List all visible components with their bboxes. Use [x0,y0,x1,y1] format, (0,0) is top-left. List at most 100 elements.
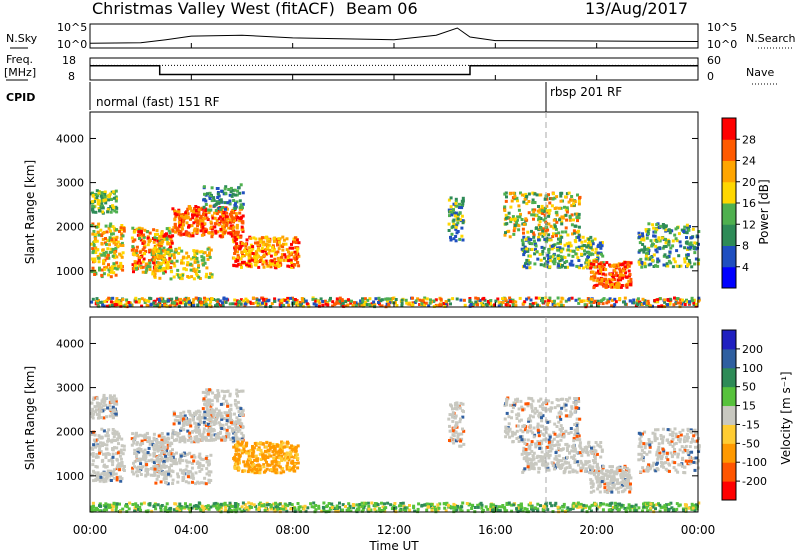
range-cell [183,453,187,457]
range-cell [560,296,564,300]
range-cell [462,298,466,302]
range-cell [133,465,136,469]
range-cell [196,460,200,464]
range-cell [184,213,188,217]
range-cell [671,239,675,243]
range-cell [613,278,617,282]
range-cell [591,239,594,243]
range-cell [95,299,99,303]
range-cell [176,268,180,272]
range-cell [570,259,574,263]
range-cell [158,301,161,304]
range-cell [239,302,243,306]
range-cell [192,453,196,457]
range-cell [240,451,244,455]
range-cell [560,303,564,307]
range-cell [208,204,212,208]
range-cell [269,263,273,266]
range-cell [641,234,645,238]
range-cell [686,253,690,257]
range-cell [236,430,240,434]
range-cell [227,435,231,439]
range-cell [273,265,277,269]
range-cell [105,299,109,303]
range-cell [257,446,261,450]
range-cell [216,300,220,304]
range-cell [112,226,116,230]
range-cell [109,222,113,226]
range-cell [279,444,283,448]
range-cell [207,253,211,257]
range-cell [687,227,691,231]
range-cell [580,252,583,256]
range-cell [547,440,551,444]
range-cell [234,202,237,206]
range-cell [188,431,192,435]
range-cell [234,302,238,306]
range-cell [503,297,507,301]
range-cell [559,300,563,304]
range-cell [166,242,170,246]
colorbar-segment [722,224,736,246]
range-cell [568,214,572,218]
range-cell [97,409,101,413]
range-cell [279,471,283,475]
range-cell [456,213,460,217]
range-cell [202,430,206,434]
range-cell [558,415,562,419]
range-cell [154,465,158,469]
range-cell [235,388,239,392]
range-cell [200,467,204,471]
range-cell [104,479,108,483]
range-cell [153,236,157,240]
range-cell [181,469,185,473]
range-cell [695,302,699,306]
range-cell [429,298,432,302]
range-cell [181,256,185,260]
range-cell [432,299,436,303]
range-cell [449,235,452,239]
range-cell [274,471,278,475]
range-cell [600,252,603,256]
range-cell [569,244,573,248]
range-cell [94,233,98,237]
range-cell [101,206,105,210]
range-cell [264,243,268,246]
range-cell [224,207,227,211]
range-cell [558,303,562,307]
range-cell [93,433,97,437]
range-cell [552,226,556,230]
range-cell [288,453,292,456]
range-cell [261,442,265,446]
range-cell [543,232,546,236]
range-cell [237,437,241,441]
range-cell [164,258,168,262]
range-cell [139,468,143,472]
range-cell [141,260,145,264]
range-cell [109,479,113,482]
range-cell [170,456,174,460]
range-cell [114,246,118,250]
range-cell [560,249,564,253]
range-cell [161,442,165,446]
range-cell [545,209,549,213]
range-cell [198,277,202,280]
range-cell [527,396,531,400]
range-cell [100,406,104,410]
range-cell [520,438,524,442]
range-cell [529,443,533,446]
range-cell [113,439,117,442]
range-cell [164,251,168,254]
range-cell [166,456,170,460]
range-cell [236,250,239,254]
range-cell [523,197,527,201]
range-cell [158,444,162,448]
range-cell [459,401,463,405]
range-cell [172,275,176,279]
y-tick-label: 3000 [56,177,84,190]
range-cell [530,397,534,401]
range-cell [547,214,551,218]
range-cell [205,467,209,471]
range-cell [344,300,348,304]
range-cell [202,420,206,424]
